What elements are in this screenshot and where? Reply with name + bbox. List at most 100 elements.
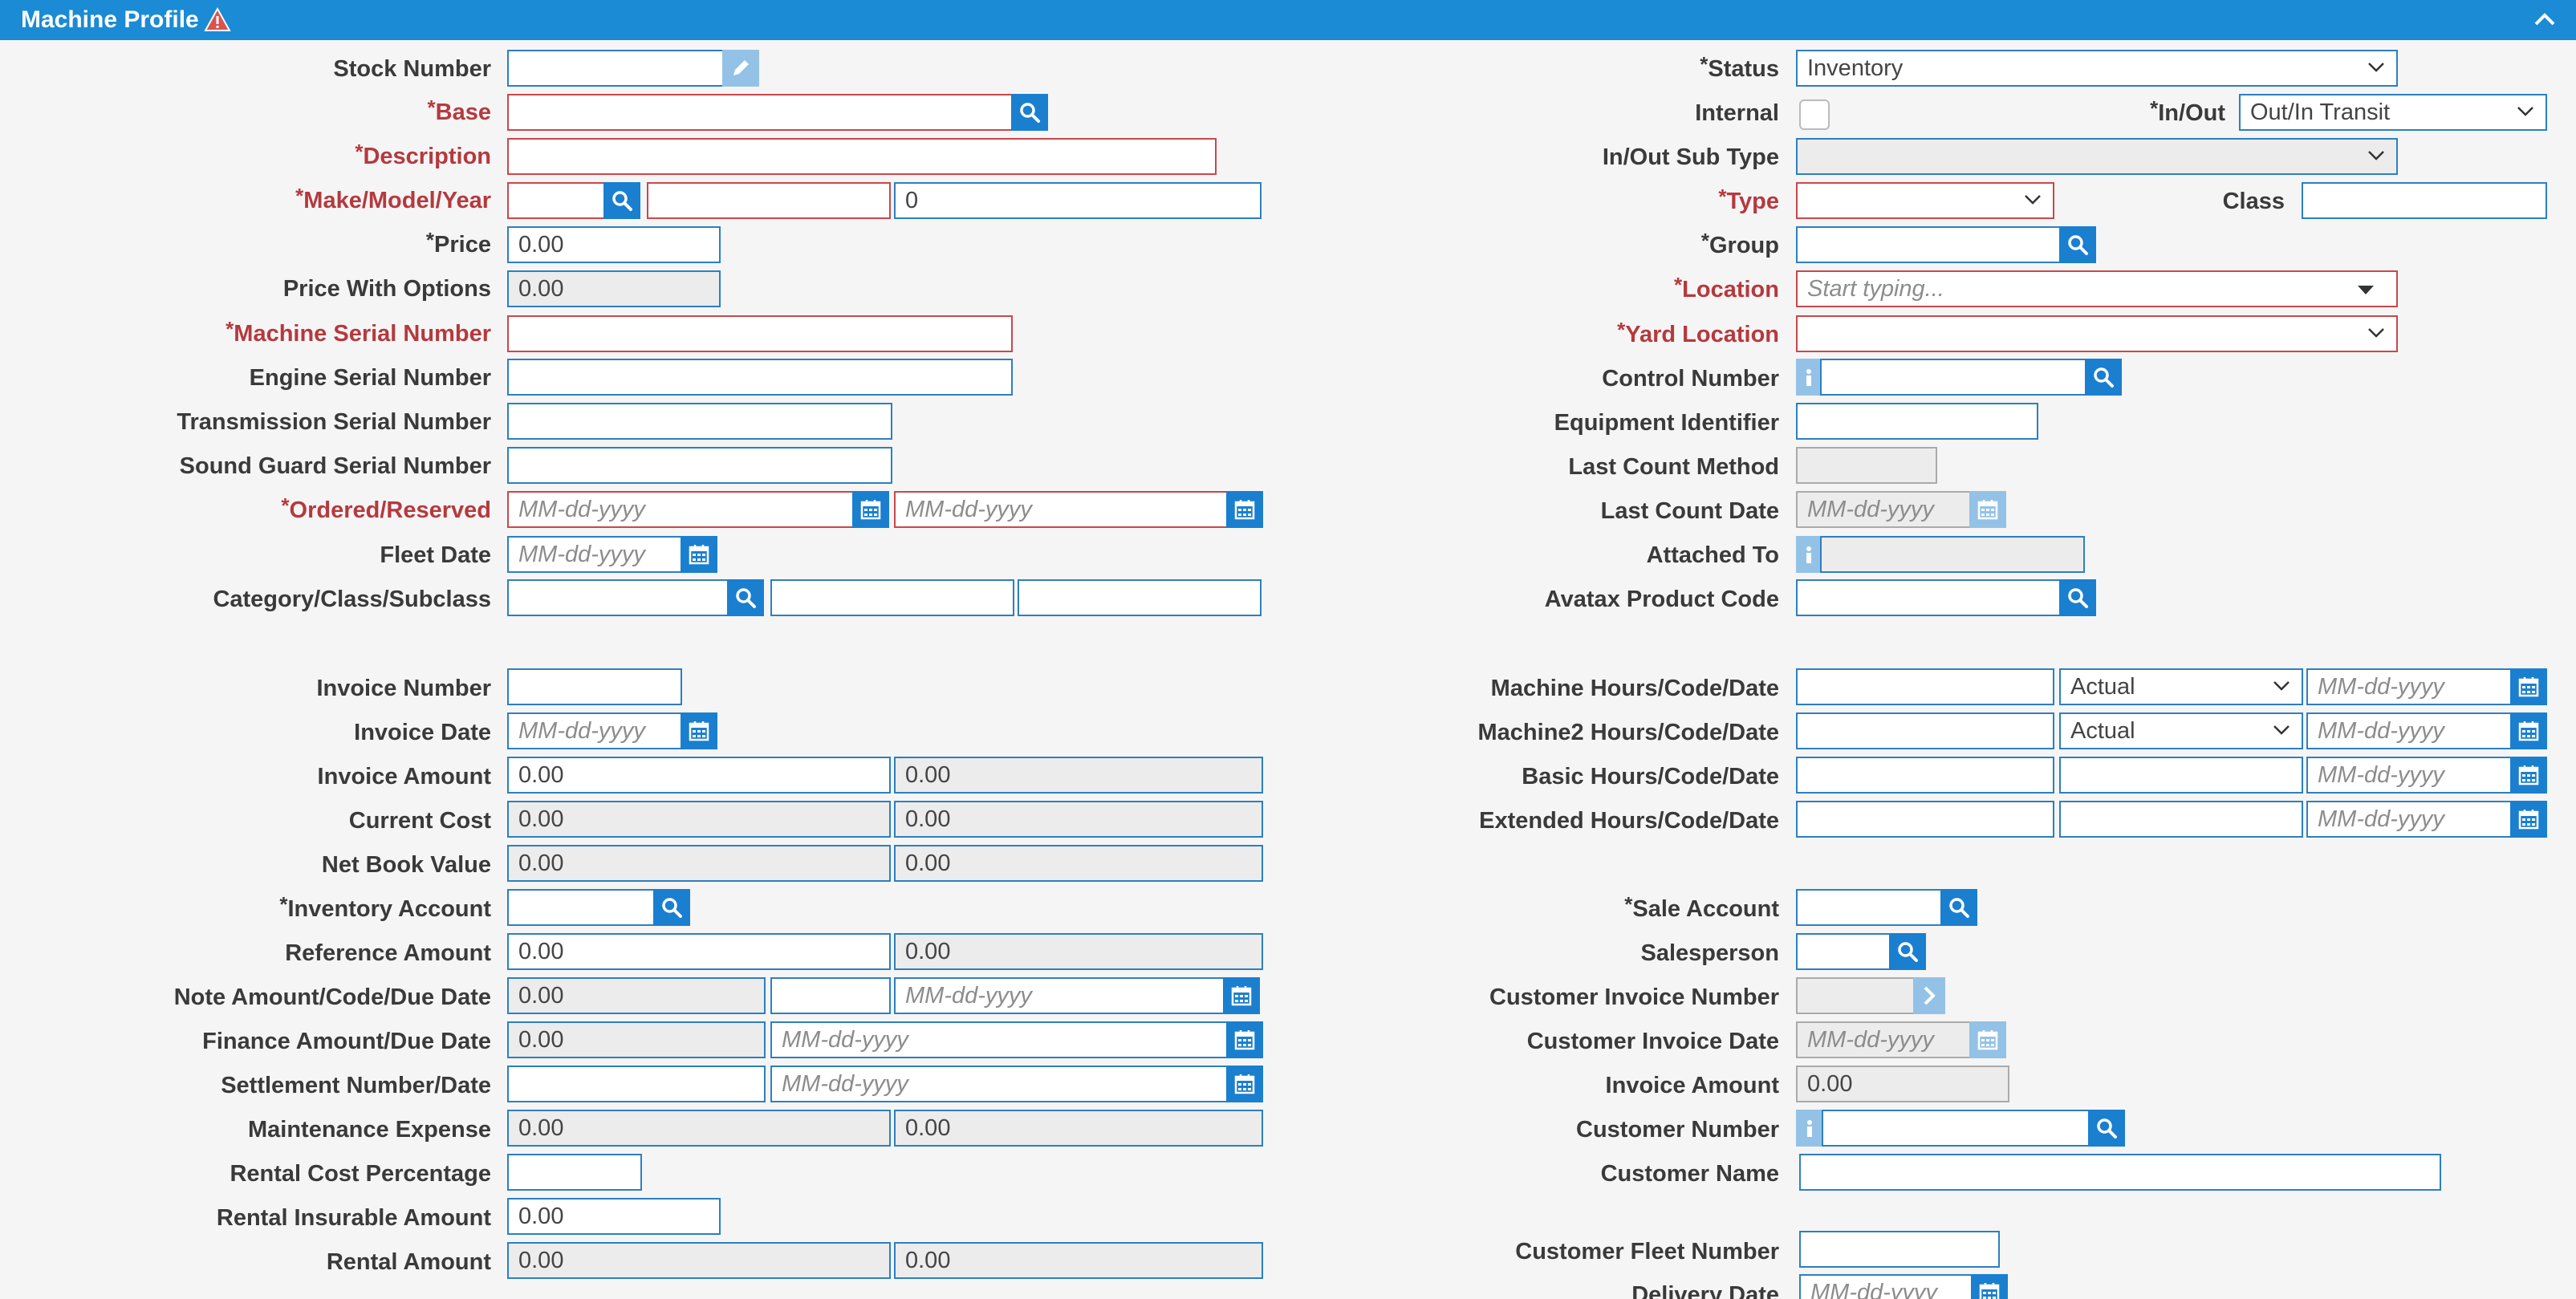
category-input[interactable] [507,579,729,616]
invoice-number-input[interactable] [507,668,682,705]
machine-hours-date-picker-button[interactable] [2510,668,2547,705]
ordered-date-picker-button[interactable] [852,491,889,528]
basic-hours-date-input[interactable]: MM-dd-yyyy [2306,757,2512,794]
customer-number-info-button[interactable] [1796,1110,1823,1147]
description-input[interactable] [507,138,1217,175]
extended-hours-date-input[interactable]: MM-dd-yyyy [2306,801,2512,838]
invoice-date-picker-button[interactable] [681,712,717,749]
attached-to-input[interactable] [1820,536,2085,573]
customer-invoice-date-input[interactable]: MM-dd-yyyy [1796,1021,1971,1058]
rental-cost-percentage-input[interactable] [507,1154,642,1191]
note-amount-input[interactable]: 0.00 [507,977,766,1014]
ordered-date-input[interactable]: MM-dd-yyyy [507,491,854,528]
current-cost-input[interactable]: 0.00 [507,801,891,838]
machine2-hours-date-input[interactable]: MM-dd-yyyy [2306,712,2512,749]
machine2-hours-input[interactable] [1796,712,2054,749]
avatax-product-code-input[interactable] [1796,579,2062,616]
finance-amount-input[interactable]: 0.00 [507,1021,766,1058]
type-select[interactable] [1796,182,2054,219]
model-input[interactable] [647,182,891,219]
invoice-amount-input[interactable]: 0.00 [507,757,891,794]
net-book-value-secondary[interactable]: 0.00 [894,845,1263,882]
net-book-value-input[interactable]: 0.00 [507,845,891,882]
customer-number-search-button[interactable] [2088,1110,2125,1147]
reserved-date-picker-button[interactable] [1226,491,1263,528]
invoice-date-input[interactable]: MM-dd-yyyy [507,712,682,749]
basic-hours-code-input[interactable] [2059,757,2303,794]
inventory-account-search-button[interactable] [653,889,690,926]
basic-hours-date-picker-button[interactable] [2510,757,2547,794]
machine-hours-date-input[interactable]: MM-dd-yyyy [2306,668,2512,705]
settlement-date-input[interactable]: MM-dd-yyyy [770,1066,1228,1102]
rental-amount-input[interactable]: 0.00 [507,1242,891,1279]
price-input[interactable]: 0.00 [507,226,721,263]
customer-invoice-amount-input[interactable]: 0.00 [1796,1066,2009,1102]
maintenance-expense-input[interactable]: 0.00 [507,1110,891,1147]
stock-number-input[interactable] [507,50,724,87]
sale-account-input[interactable] [1796,889,1944,926]
transmission-serial-number-input[interactable] [507,403,892,440]
extended-hours-date-picker-button[interactable] [2510,801,2547,838]
sound-guard-serial-number-input[interactable] [507,447,892,484]
finance-due-date-input[interactable]: MM-dd-yyyy [770,1021,1228,1058]
current-cost-secondary[interactable]: 0.00 [894,801,1263,838]
class-right-input[interactable] [2302,182,2547,219]
salesperson-input[interactable] [1796,933,1892,970]
group-search-button[interactable] [2059,226,2096,263]
machine2-hours-code-select[interactable]: Actual [2059,712,2303,749]
base-input[interactable] [507,94,1013,131]
basic-hours-input[interactable] [1796,757,2054,794]
salesperson-search-button[interactable] [1889,933,1926,970]
customer-invoice-number-input[interactable] [1796,977,1915,1014]
customer-fleet-number-input[interactable] [1799,1231,2000,1268]
year-input[interactable]: 0 [894,182,1262,219]
subclass-input[interactable] [1018,579,1262,616]
note-due-date-input[interactable]: MM-dd-yyyy [894,977,1225,1014]
status-select[interactable]: Inventory [1796,50,2398,87]
base-search-button[interactable] [1011,94,1048,131]
make-search-button[interactable] [603,182,640,219]
internal-checkbox[interactable] [1799,99,1830,130]
reference-amount-input[interactable]: 0.00 [507,933,891,970]
equipment-identifier-input[interactable] [1796,403,2038,440]
fleet-date-picker-button[interactable] [681,536,717,573]
note-code-input[interactable] [770,977,891,1014]
control-number-info-button[interactable] [1796,359,1822,396]
class-input[interactable] [770,579,1014,616]
yard-location-select[interactable] [1796,315,2398,352]
invoice-amount-secondary[interactable]: 0.00 [894,757,1263,794]
make-input[interactable] [507,182,605,219]
maintenance-expense-secondary[interactable]: 0.00 [894,1110,1263,1147]
reserved-date-input[interactable]: MM-dd-yyyy [894,491,1228,528]
extended-hours-code-input[interactable] [2059,801,2303,838]
in-out-sub-type-select[interactable] [1796,138,2398,175]
rental-insurable-amount-input[interactable]: 0.00 [507,1198,721,1235]
machine-hours-code-select[interactable]: Actual [2059,668,2303,705]
location-combobox[interactable]: Start typing... [1796,270,2398,307]
customer-number-input[interactable] [1822,1110,2091,1147]
last-count-date-picker-button[interactable] [1969,491,2006,528]
sale-account-search-button[interactable] [1940,889,1977,926]
settlement-number-input[interactable] [507,1066,766,1102]
customer-name-input[interactable] [1799,1154,2441,1191]
last-count-method-input[interactable] [1796,447,1937,484]
attached-to-info-button[interactable] [1796,536,1822,573]
collapse-icon[interactable] [2531,6,2558,34]
engine-serial-number-input[interactable] [507,359,1013,396]
control-number-input[interactable] [1820,359,2088,396]
machine-serial-number-input[interactable] [507,315,1013,352]
machine-hours-input[interactable] [1796,668,2054,705]
delivery-date-input[interactable]: MM-dd-yyyy [1799,1274,1973,1299]
customer-invoice-date-picker-button[interactable] [1969,1021,2006,1058]
control-number-search-button[interactable] [2085,359,2122,396]
note-due-date-picker-button[interactable] [1223,977,1260,1014]
price-with-options-input[interactable]: 0.00 [507,270,721,307]
inventory-account-input[interactable] [507,889,656,926]
finance-due-date-picker-button[interactable] [1226,1021,1263,1058]
category-search-button[interactable] [727,579,764,616]
reference-amount-secondary[interactable]: 0.00 [894,933,1263,970]
settlement-date-picker-button[interactable] [1226,1066,1263,1102]
edit-stock-number-button[interactable] [722,50,759,87]
extended-hours-input[interactable] [1796,801,2054,838]
last-count-date-input[interactable]: MM-dd-yyyy [1796,491,1971,528]
